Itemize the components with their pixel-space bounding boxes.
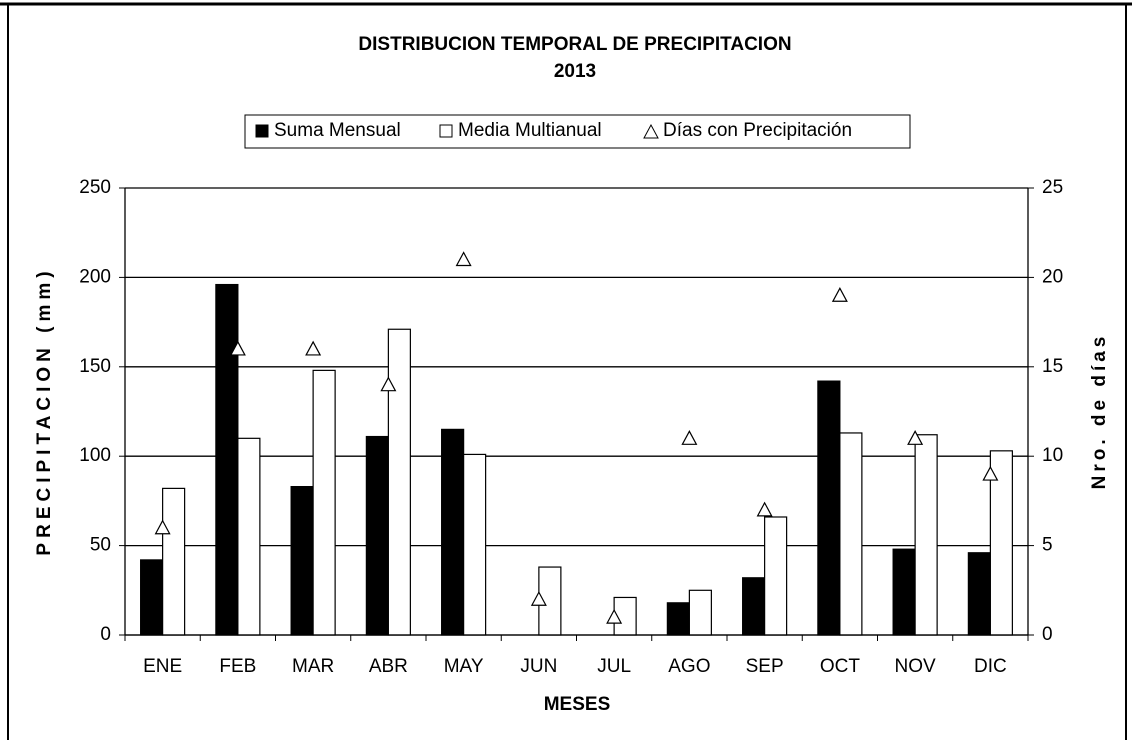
- x-tick-label: NOV: [895, 656, 937, 677]
- bar: [817, 380, 841, 636]
- legend-marker: [439, 124, 453, 138]
- bar: [387, 328, 411, 636]
- y2-axis-label: Nro. de días: [1089, 333, 1110, 490]
- bar: [441, 428, 465, 636]
- bar: [215, 283, 239, 636]
- day-marker: [154, 519, 171, 535]
- bar: [892, 548, 916, 636]
- bar: [839, 432, 863, 636]
- day-marker: [681, 430, 698, 445]
- x-axis-label: MESES: [544, 694, 611, 715]
- x-tick-label: ABR: [369, 656, 408, 677]
- x-tick-label: AGO: [668, 656, 710, 677]
- x-tick-label: ENE: [143, 656, 182, 677]
- day-marker: [831, 287, 848, 302]
- y-tick-label: 100: [79, 445, 111, 466]
- bar: [365, 435, 389, 636]
- day-marker: [380, 376, 397, 392]
- x-tick-label: JUL: [597, 656, 631, 677]
- legend-label: Media Multianual: [458, 120, 602, 141]
- y2-tick-label: 25: [1042, 177, 1063, 198]
- x-tick-label: SEP: [746, 656, 784, 677]
- y2-tick-label: 10: [1042, 445, 1063, 466]
- day-marker: [229, 340, 246, 356]
- y2-tick-label: 15: [1042, 356, 1063, 377]
- bar: [914, 434, 938, 636]
- bar: [967, 552, 991, 636]
- day-marker: [756, 501, 773, 517]
- x-tick-label: MAR: [292, 656, 334, 677]
- x-tick-label: DIC: [974, 656, 1007, 677]
- y2-tick-label: 20: [1042, 266, 1063, 287]
- y2-tick-label: 5: [1042, 535, 1053, 556]
- x-tick-label: MAY: [444, 656, 484, 677]
- y-tick-label: 250: [79, 177, 111, 198]
- chart-subtitle: 2013: [554, 61, 596, 82]
- day-marker: [305, 340, 322, 356]
- y-tick-label: 50: [90, 535, 111, 556]
- y-axis-label: PRECIPITACION (mm): [34, 266, 55, 555]
- bar: [312, 369, 336, 636]
- day-marker: [530, 590, 547, 606]
- bar: [237, 437, 261, 636]
- x-tick-label: OCT: [820, 656, 861, 677]
- y2-tick-label: 0: [1042, 624, 1053, 645]
- bar: [162, 487, 186, 636]
- legend-box: [244, 114, 911, 149]
- legend-label: Suma Mensual: [274, 120, 401, 141]
- y-tick-label: 150: [79, 356, 111, 377]
- legend-marker: [255, 124, 269, 138]
- y-tick-label: 200: [79, 266, 111, 287]
- day-marker: [455, 251, 472, 267]
- day-marker: [907, 430, 924, 445]
- bar: [688, 589, 712, 636]
- x-tick-label: JUN: [520, 656, 557, 677]
- bar: [290, 485, 314, 636]
- legend-label: Días con Precipitación: [663, 120, 852, 141]
- y-tick-label: 0: [100, 624, 111, 645]
- bar: [742, 577, 766, 636]
- bar: [764, 516, 788, 636]
- x-tick-label: FEB: [219, 656, 256, 677]
- chart-title: DISTRIBUCION TEMPORAL DE PRECIPITACION: [358, 34, 791, 55]
- day-marker: [982, 465, 999, 481]
- bar: [666, 602, 690, 636]
- bar: [140, 559, 164, 636]
- bar: [463, 453, 487, 636]
- day-marker: [606, 608, 623, 624]
- legend-marker: [643, 123, 659, 139]
